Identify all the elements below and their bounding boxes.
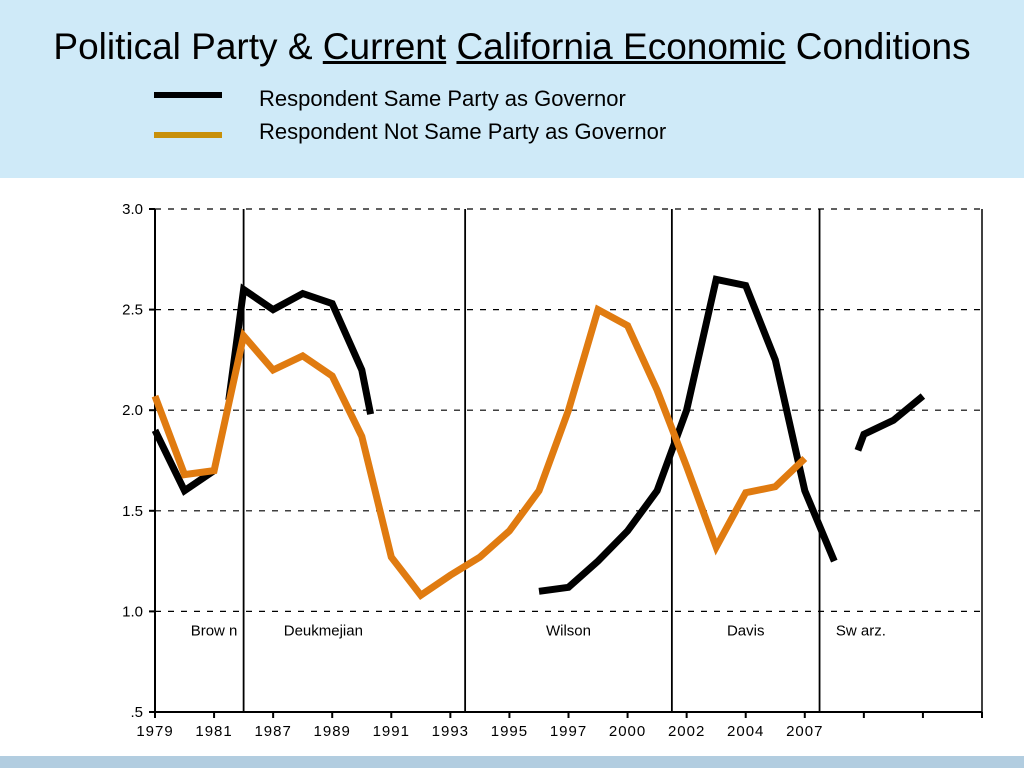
- governor-label: Davis: [727, 623, 765, 640]
- title-part-california-economic: California Economic: [456, 26, 786, 67]
- legend-swatch-same-party: [154, 92, 222, 98]
- series-line-same-party: [151, 428, 217, 496]
- x-tick-label: 1989: [314, 723, 351, 740]
- x-tick-label: 1991: [373, 723, 410, 740]
- x-tick-label: 1995: [491, 723, 528, 740]
- x-tick-label: 1997: [550, 723, 587, 740]
- axis-layer: .5 1.0 1.5 2.0 2.5 3.0 1979 1981 1987 1989 1991 199…: [122, 201, 983, 740]
- series-line-same-party: [538, 275, 838, 595]
- y-tick-label: 3.0: [122, 201, 143, 218]
- title-part-3: [446, 26, 456, 67]
- governor-label: Sw arz.: [836, 623, 886, 640]
- y-tick-label: 2.5: [122, 302, 143, 319]
- x-tick-label: 1987: [254, 723, 291, 740]
- y-tick-label: 1.5: [122, 503, 143, 520]
- title-part-current: Current: [322, 26, 447, 67]
- label-layer: Brow n Deukmejian Wilson Davis Sw arz.: [191, 623, 886, 640]
- series-line-same-party: [854, 393, 926, 452]
- y-tick-label: .5: [130, 704, 143, 721]
- grid-layer: [155, 208, 982, 612]
- legend-label-not-same-party: Respondent Not Same Party as Governor: [259, 119, 667, 144]
- line-chart: .5 1.0 1.5 2.0 2.5 3.0 1979 1981 1987 1989 1991 199…: [122, 201, 983, 740]
- governor-label: Deukmejian: [284, 623, 363, 640]
- series-line-same-party: [225, 283, 375, 415]
- slide-title: Political Party & Current California Eco…: [0, 26, 1024, 68]
- series-layer: [151, 275, 926, 601]
- x-tick-label: 2002: [668, 723, 705, 740]
- governor-label: Brow n: [191, 623, 238, 640]
- x-tick-label: 1993: [432, 723, 469, 740]
- series-line-not-same-party: [151, 304, 808, 601]
- x-tick-label: 2007: [786, 723, 823, 740]
- x-tick-label: 2004: [727, 723, 764, 740]
- y-tick-label: 2.0: [122, 402, 143, 419]
- footer-bar: [0, 756, 1024, 768]
- x-tick-label: 1981: [195, 723, 232, 740]
- x-tick-label: 1979: [136, 723, 173, 740]
- title-part-1: Political Party &: [53, 26, 323, 67]
- x-tick-label: 2000: [609, 723, 646, 740]
- governor-label: Wilson: [546, 623, 591, 640]
- legend-swatch-not-same-party: [154, 132, 222, 138]
- slide-header: Political Party & Current California Eco…: [0, 0, 1024, 178]
- title-part-5: Conditions: [785, 26, 971, 67]
- legend-label-same-party: Respondent Same Party as Governor: [259, 86, 626, 111]
- y-tick-label: 1.0: [122, 603, 143, 620]
